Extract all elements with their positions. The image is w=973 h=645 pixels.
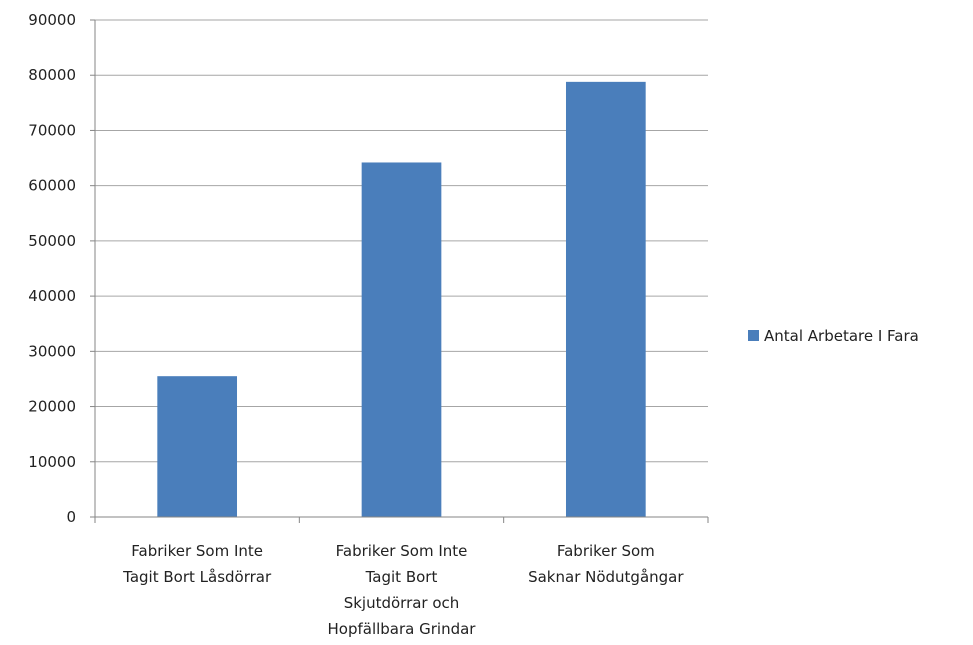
y-tick-label: 20000 (28, 398, 76, 416)
y-tick-label: 0 (66, 508, 76, 526)
x-category-label: Skjutdörrar och (344, 594, 460, 612)
axes (94, 20, 709, 523)
y-axis-ticks: 0 10000 20000 30000 40000 50000 60000 70000 8000… (28, 11, 95, 526)
y-tick-label: 50000 (28, 232, 76, 250)
x-axis-labels: Fabriker Som Inte Tagit Bort Låsdörrar Fab… (122, 542, 684, 638)
y-tick-label: 10000 (28, 453, 76, 471)
y-tick-label: 90000 (28, 11, 76, 29)
y-tick-label: 80000 (28, 66, 76, 84)
x-category-label: Fabriker Som Inte (131, 542, 263, 560)
legend-label: Antal Arbetare I Fara (764, 327, 919, 345)
x-category-label: Hopfällbara Grindar (328, 620, 477, 638)
x-category-label: Fabriker Som (557, 542, 655, 560)
bar (157, 376, 238, 517)
x-category-label: Tagit Bort (365, 568, 438, 586)
x-category-label: Fabriker Som Inte (336, 542, 468, 560)
y-tick-label: 40000 (28, 287, 76, 305)
bars (157, 81, 646, 518)
legend-swatch (748, 330, 759, 341)
bar (565, 81, 646, 518)
y-tick-label: 60000 (28, 177, 76, 195)
x-category-label: Saknar Nödutgångar (528, 568, 684, 586)
legend: Antal Arbetare I Fara (748, 327, 919, 345)
bar (361, 162, 442, 517)
x-category-label: Tagit Bort Låsdörrar (122, 568, 272, 586)
y-tick-label: 70000 (28, 121, 76, 139)
y-tick-label: 30000 (28, 342, 76, 360)
